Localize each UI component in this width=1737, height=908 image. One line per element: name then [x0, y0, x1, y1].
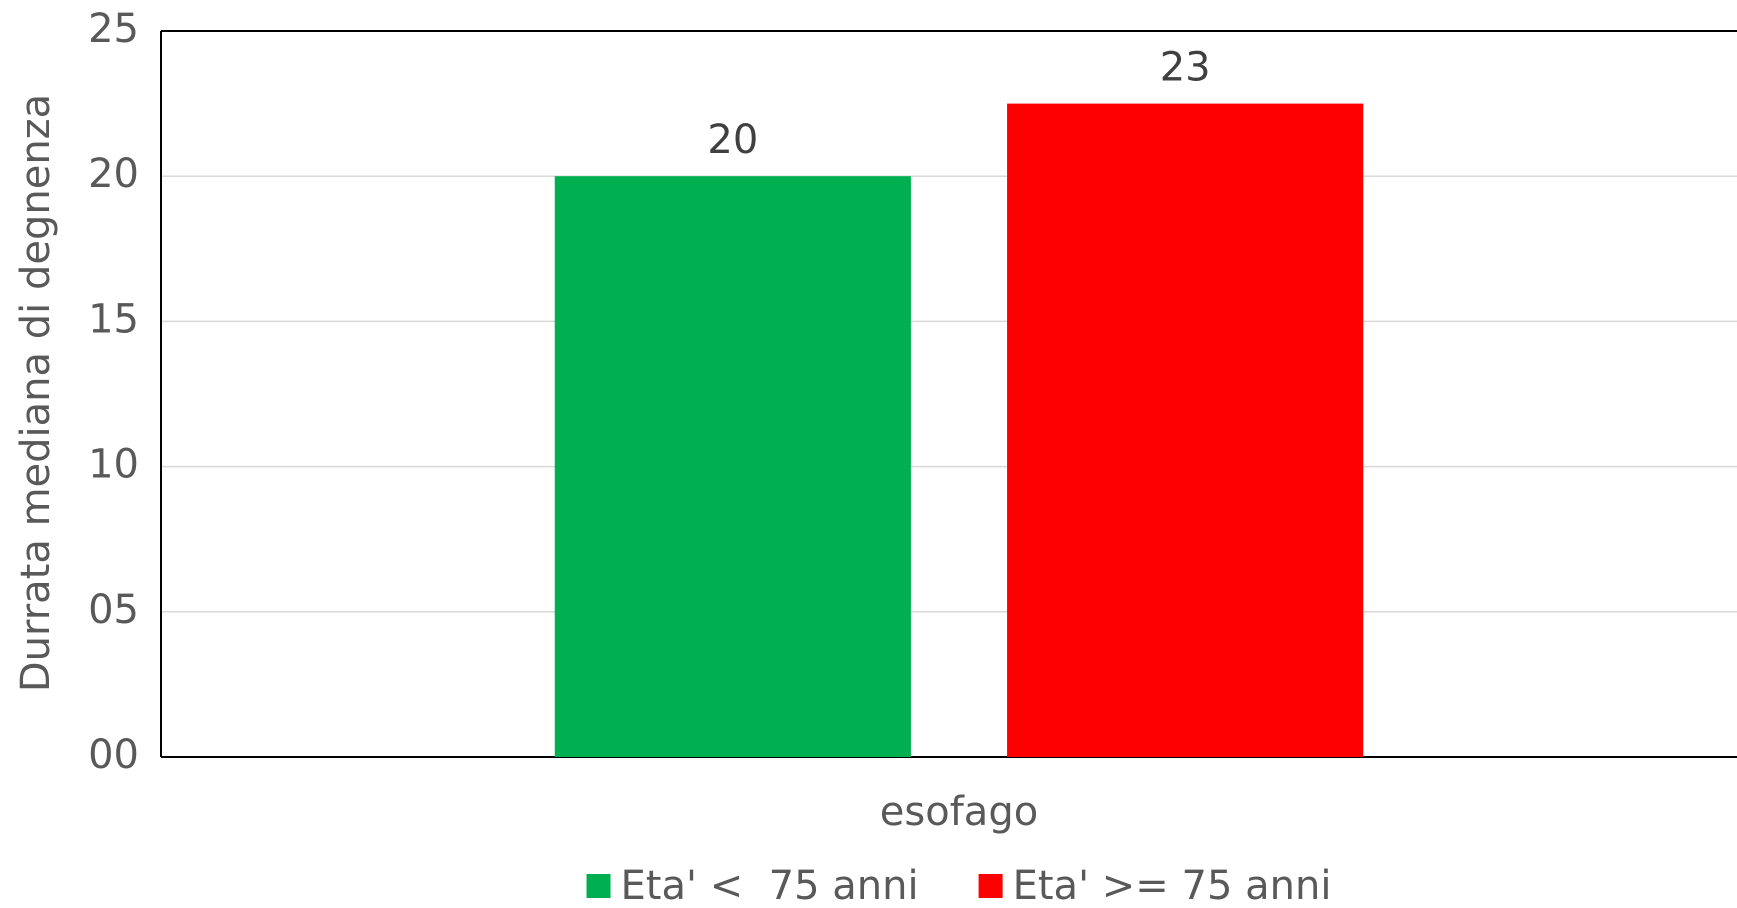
y-tick-label: 25	[88, 6, 139, 52]
y-tick-label: 05	[88, 587, 139, 633]
y-axis-label: Durrata mediana di degnenza	[13, 94, 59, 692]
y-tick-label: 10	[88, 442, 139, 488]
legend-swatch	[586, 874, 611, 898]
x-tick-label: esofago	[880, 789, 1038, 835]
y-tick-label: 20	[88, 151, 139, 197]
bar	[1007, 103, 1364, 758]
legend-label: Eta' < 75 anni	[621, 863, 919, 908]
bar	[554, 176, 911, 757]
data-label: 20	[707, 117, 758, 163]
data-label: 23	[1160, 45, 1211, 91]
legend-label: Eta' >= 75 anni	[1013, 863, 1332, 908]
y-tick-label: 00	[88, 732, 139, 778]
y-tick-label: 15	[88, 296, 139, 342]
legend-swatch	[978, 874, 1003, 898]
